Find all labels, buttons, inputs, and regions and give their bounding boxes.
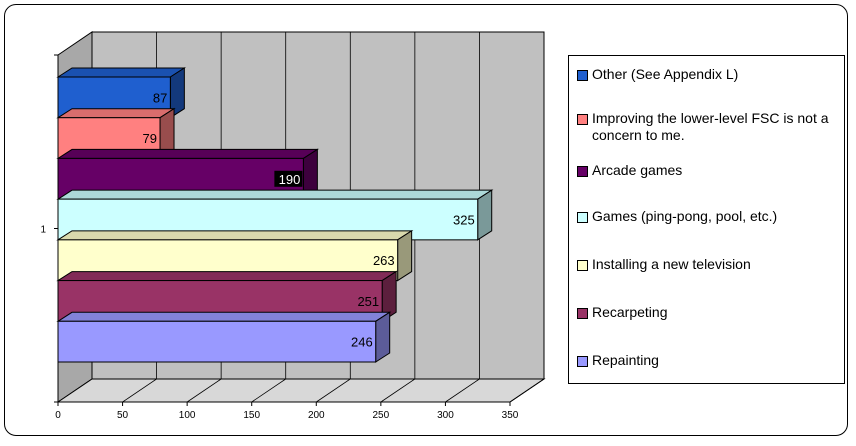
grid-line-floor	[122, 378, 157, 403]
bar-6: 246	[56, 311, 392, 363]
bar-side-face	[477, 189, 493, 241]
grid-line-floor	[186, 378, 222, 403]
data-label: 87	[153, 90, 167, 105]
bar-top-face	[56, 271, 398, 282]
floor	[56, 378, 546, 403]
data-label: 251	[357, 294, 379, 309]
legend-label: Improving the lower-level FSC is not a c…	[592, 110, 829, 143]
x-tick-label: 250	[373, 410, 390, 421]
data-label: 263	[373, 253, 395, 268]
legend-label: Other (See Appendix L)	[592, 66, 739, 82]
legend-swatch	[577, 114, 588, 125]
data-label-bg	[274, 170, 303, 187]
legend-swatch	[577, 70, 588, 81]
bars: 87 79 190 325 263 251 246	[56, 67, 494, 363]
grid-line-floor	[316, 378, 351, 403]
legend-label: Games (ping-pong, pool, etc.)	[592, 208, 778, 224]
bar-top-face	[56, 67, 187, 78]
bar-top-face	[56, 189, 494, 200]
data-label: 79	[143, 131, 157, 146]
x-tick-label: 300	[437, 410, 454, 421]
legend-swatch	[577, 212, 588, 223]
x-tick-label: 100	[179, 410, 196, 421]
y-axis-ticks: 1	[40, 54, 58, 403]
data-label: 246	[351, 335, 373, 350]
x-tick-label: 150	[243, 410, 260, 421]
x-tick-label: 350	[502, 410, 519, 421]
data-label: 190	[279, 172, 301, 187]
x-tick-label: 50	[117, 410, 129, 421]
bar-front-face	[57, 320, 377, 363]
legend-label: Installing a new television	[592, 256, 751, 272]
data-label: 325	[453, 213, 475, 228]
grid-line-floor	[251, 378, 286, 403]
bar-top-face	[56, 311, 392, 322]
grid-line-floor	[380, 378, 416, 403]
x-tick-label: 0	[55, 410, 61, 421]
bar-top-face	[56, 108, 176, 119]
legend-swatch	[577, 308, 588, 319]
bar-top-face	[56, 230, 414, 241]
bar-side-face	[397, 229, 413, 282]
grid-line-floor	[445, 378, 480, 403]
bar-0: 87	[56, 67, 187, 119]
legend-label: Repainting	[592, 352, 659, 368]
legend-swatch	[577, 260, 588, 271]
y-tick-label: 1	[40, 225, 46, 236]
x-tick-label: 200	[308, 410, 325, 421]
legend-label: Recarpeting	[592, 304, 668, 320]
legend-swatch	[577, 166, 588, 177]
x-axis-ticks: 0 50 100 150 200 250 300 350	[55, 402, 519, 421]
legend-swatch	[577, 356, 588, 367]
bar-side-face	[375, 311, 391, 363]
legend: Other (See Appendix L) Improving the lowe…	[568, 55, 845, 384]
grid-line-floor	[509, 378, 545, 403]
legend-label: Arcade games	[592, 162, 683, 178]
bar-top-face	[56, 148, 320, 159]
